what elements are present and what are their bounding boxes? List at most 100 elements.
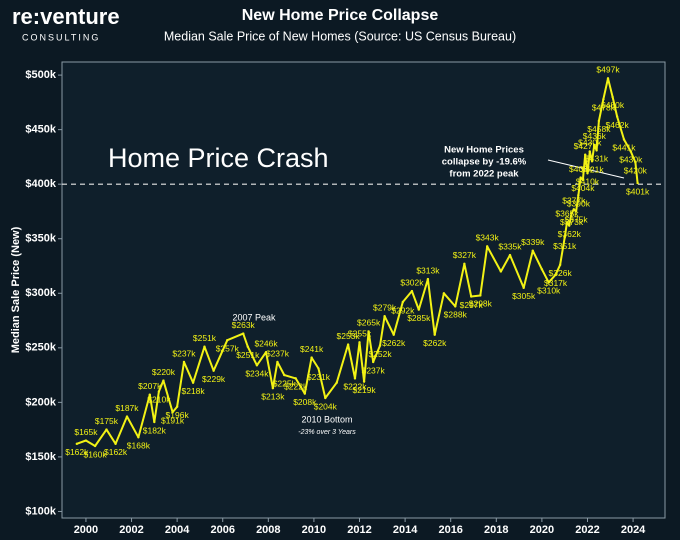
value-label: $430k [578, 138, 602, 148]
y-tick-label: $350k [25, 233, 56, 245]
data-point [84, 439, 88, 442]
value-label: $406k [569, 164, 593, 174]
x-tick-label: 2014 [393, 524, 418, 536]
data-point [554, 273, 557, 276]
data-point [588, 150, 591, 153]
value-label: $237k [172, 348, 196, 358]
data-point [246, 345, 250, 348]
value-label: $365k [555, 209, 579, 219]
data-point [622, 138, 626, 141]
value-label: $436k [583, 131, 607, 141]
data-point [574, 210, 578, 213]
value-label: $297k [460, 300, 484, 310]
value-label: $326k [549, 268, 573, 278]
data-point [401, 300, 405, 304]
data-point [558, 263, 562, 267]
data-point [590, 160, 594, 163]
value-label: $462k [606, 120, 630, 130]
value-label: $237k [266, 348, 290, 358]
data-point [595, 149, 598, 152]
data-point [358, 341, 361, 344]
value-label: $219k [352, 385, 376, 395]
y-tick-label: $500k [25, 69, 56, 81]
data-point [171, 410, 174, 414]
value-label: $262k [423, 338, 447, 348]
value-label: $255k [348, 329, 372, 339]
value-label: $222k [343, 382, 367, 392]
x-tick-label: 2002 [119, 524, 143, 536]
value-label: $313k [416, 265, 440, 275]
value-label: $317k [544, 278, 568, 288]
data-point [153, 420, 156, 424]
data-point [572, 208, 576, 211]
value-label: $288k [444, 310, 468, 320]
value-label: $497k [596, 65, 620, 75]
data-point [463, 262, 466, 266]
value-label: $182k [143, 425, 167, 435]
data-point [264, 350, 268, 354]
value-label: $187k [115, 403, 139, 413]
value-label: $292k [391, 305, 415, 315]
data-point [602, 97, 605, 101]
data-point [392, 333, 395, 336]
data-point [565, 221, 569, 224]
data-point [242, 332, 245, 335]
data-point [442, 292, 446, 295]
value-label: $410k [576, 177, 600, 187]
value-label: $191k [161, 415, 185, 425]
x-tick-label: 2008 [256, 524, 280, 536]
data-point [371, 360, 375, 364]
data-point [182, 360, 186, 364]
value-label: $478k [592, 102, 616, 112]
value-label: $222k [284, 382, 308, 392]
value-label: $165k [74, 427, 98, 437]
data-point [454, 305, 457, 308]
data-point [378, 344, 382, 347]
data-point [410, 289, 414, 293]
data-point [593, 143, 596, 147]
x-tick-label: 2004 [165, 524, 190, 536]
data-point [125, 415, 129, 418]
data-point [203, 345, 206, 348]
data-point [568, 224, 571, 227]
data-point [636, 181, 639, 185]
data-point [294, 377, 297, 380]
data-point [606, 77, 610, 80]
data-point [105, 428, 108, 431]
value-label: $218k [182, 386, 206, 396]
data-point [508, 253, 512, 257]
value-label: $213k [261, 391, 285, 401]
x-tick-label: 2024 [621, 524, 646, 536]
data-point [547, 281, 550, 284]
data-point [226, 338, 229, 342]
brand-name: re:venture [12, 4, 120, 29]
value-label: $207k [138, 381, 162, 391]
y-tick-label: $250k [25, 342, 56, 354]
data-point [346, 343, 350, 346]
y-tick-label: $400k [25, 178, 56, 190]
data-point [148, 393, 151, 396]
value-label: $298k [469, 299, 493, 309]
data-point [175, 405, 179, 408]
value-label: $251k [236, 350, 260, 360]
value-label: $401k [626, 186, 650, 196]
data-point [563, 236, 566, 239]
data-point [276, 360, 279, 364]
value-label: $327k [453, 250, 477, 260]
data-point [335, 381, 338, 384]
data-point [367, 330, 370, 333]
data-point [310, 356, 313, 359]
annotation: Home Price Crash [108, 143, 329, 173]
value-label: $279k [373, 302, 397, 312]
y-tick-label: $100k [25, 505, 56, 517]
value-label: $427k [574, 141, 598, 151]
data-point [271, 386, 275, 390]
data-point [499, 270, 503, 273]
value-label: $196k [166, 410, 190, 420]
value-label: $458k [587, 124, 611, 134]
value-label: $362k [558, 229, 582, 239]
data-point [362, 380, 366, 383]
x-tick-label: 2020 [530, 524, 554, 536]
data-point [531, 249, 534, 252]
plot-area [61, 61, 666, 519]
